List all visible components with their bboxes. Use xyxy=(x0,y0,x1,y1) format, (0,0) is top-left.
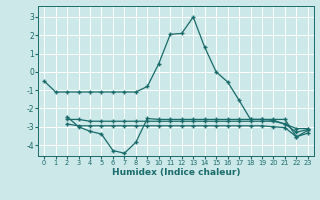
X-axis label: Humidex (Indice chaleur): Humidex (Indice chaleur) xyxy=(112,168,240,177)
